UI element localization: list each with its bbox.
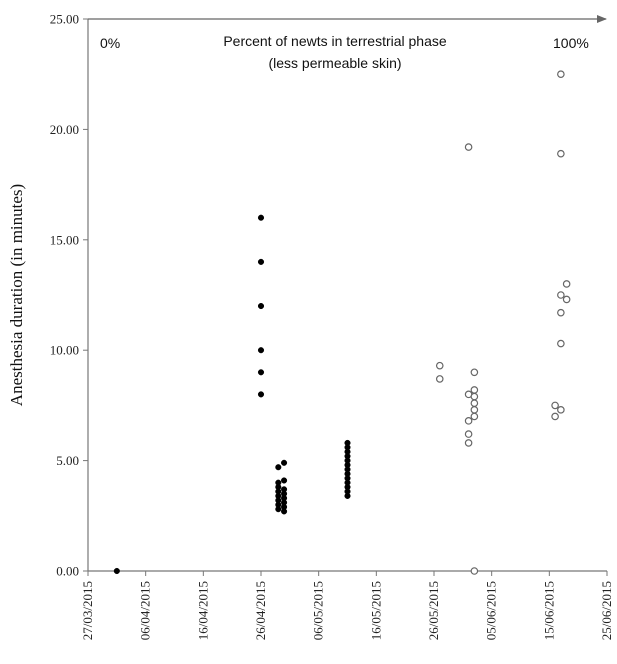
x-axis: 27/03/2015 06/04/2015 16/04/2015 26/04/2015… [80, 570, 614, 640]
data-point-filled [257, 347, 265, 354]
data-point-open [470, 392, 479, 401]
y-axis: 0.00 5.00 10.00 15.00 20.00 25.00 [50, 12, 89, 579]
data-point-filled [344, 492, 351, 499]
x-tick-label: 05/06/2015 [484, 581, 499, 640]
data-point-open [470, 399, 479, 407]
y-tick-label: 10.00 [50, 343, 79, 358]
data-point-open [557, 406, 565, 414]
end-percent-label: 100% [553, 35, 589, 51]
data-point-open [557, 291, 565, 299]
data-point-open [435, 375, 444, 383]
data-point-open [562, 295, 571, 304]
data-point-filled [281, 459, 288, 466]
x-tick-label: 25/06/2015 [599, 581, 614, 640]
data-point-filled [275, 506, 282, 513]
data-point-filled [281, 477, 288, 484]
data-point-open [557, 308, 565, 317]
data-point-open [557, 70, 565, 79]
x-tick-label: 06/05/2015 [311, 581, 326, 640]
x-tick-label: 27/03/2015 [80, 581, 95, 640]
data-point-open [435, 361, 444, 370]
x-tick-label: 16/05/2015 [368, 581, 383, 640]
y-tick-label: 15.00 [50, 232, 79, 247]
data-points [113, 70, 571, 575]
data-point-open [470, 368, 479, 377]
y-ticks: 0.00 5.00 10.00 15.00 20.00 25.00 [50, 12, 88, 579]
data-point-open [470, 567, 479, 575]
data-point-filled [257, 302, 265, 310]
data-point-filled [257, 369, 265, 376]
x-tick-label: 26/05/2015 [426, 581, 441, 640]
data-point-filled [275, 464, 282, 471]
y-tick-label: 5.00 [56, 453, 79, 468]
data-point-open [562, 280, 571, 288]
x-tick-label: 15/06/2015 [541, 581, 556, 640]
data-point-open [470, 412, 479, 421]
data-point-filled [257, 391, 265, 398]
data-point-open [464, 417, 473, 425]
y-tick-label: 25.00 [50, 12, 79, 27]
data-point-open [470, 406, 479, 414]
data-point-open [470, 386, 479, 394]
data-point-open [551, 412, 559, 421]
data-point-open [464, 143, 473, 151]
x-tick-label: 16/04/2015 [195, 581, 210, 640]
x-tick-label: 06/04/2015 [138, 581, 153, 640]
data-point-filled [281, 508, 288, 515]
y-tick-label: 20.00 [50, 122, 79, 137]
data-point-filled [257, 214, 265, 221]
start-percent-label: 0% [100, 35, 120, 51]
data-point-open [557, 339, 565, 348]
arrow-title: Percent of newts in terrestrial phase [223, 33, 447, 49]
data-point-open [551, 401, 559, 410]
x-tick-label: 26/04/2015 [253, 581, 268, 640]
data-point-open [464, 439, 473, 447]
data-point-filled [113, 567, 120, 575]
y-axis-label: Anesthesia duration (in minutes) [7, 184, 26, 406]
terrestrial-phase-annotation: 0% 100% Percent of newts in terrestrial … [88, 15, 607, 71]
data-point-filled [257, 258, 265, 265]
x-ticks: 27/03/2015 06/04/2015 16/04/2015 26/04/2015… [80, 571, 614, 640]
arrow-subtitle: (less permeable skin) [268, 55, 401, 71]
data-point-open [464, 430, 473, 438]
y-tick-label: 0.00 [56, 564, 79, 579]
data-point-open [557, 149, 565, 158]
